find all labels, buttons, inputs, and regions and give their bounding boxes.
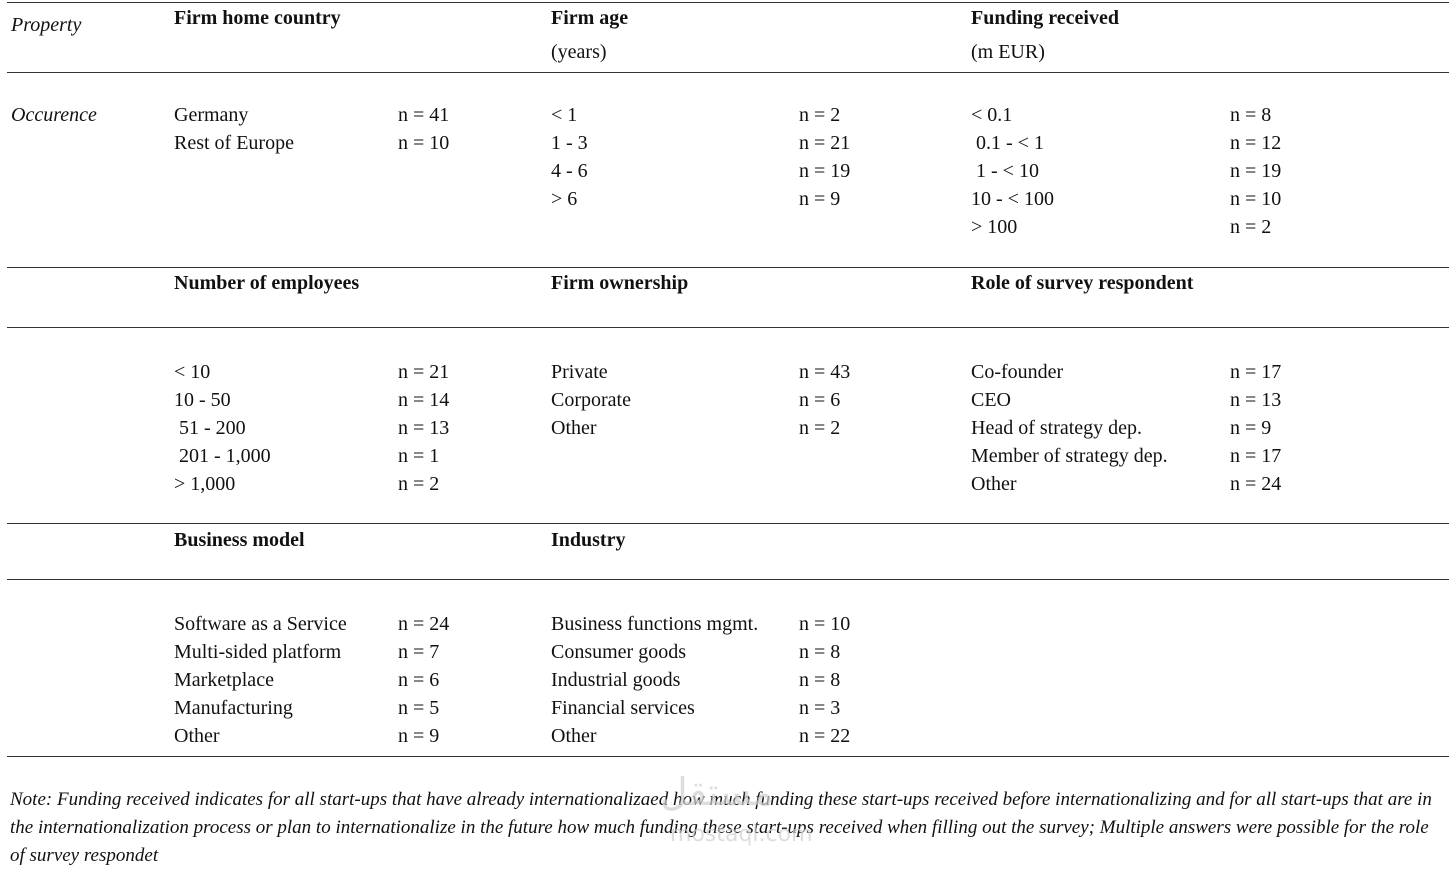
category-count: n = 10 xyxy=(398,132,450,154)
category-label: 4 - 6 xyxy=(551,160,588,182)
table-rule xyxy=(7,267,1449,268)
category-count: n = 21 xyxy=(398,361,450,383)
category-label: < 1 xyxy=(551,104,578,126)
category-count: n = 2 xyxy=(799,417,841,439)
category-label: Corporate xyxy=(551,389,631,411)
category-count: n = 6 xyxy=(799,389,841,411)
category-label: 201 - 1,000 xyxy=(174,445,271,467)
watermark-latin: mostaql.com xyxy=(670,822,813,847)
category-count: n = 7 xyxy=(398,641,440,663)
category-count: n = 2 xyxy=(1230,216,1272,238)
category-label: Marketplace xyxy=(174,669,274,691)
table-note: Note: Funding received indicates for all… xyxy=(10,789,1432,866)
category-label: > 6 xyxy=(551,188,578,210)
table-rule xyxy=(7,579,1449,580)
category-label: Other xyxy=(174,725,220,747)
category-count: n = 19 xyxy=(1230,160,1282,182)
row-label-occurence: Occurence xyxy=(11,104,97,126)
category-label: Head of strategy dep. xyxy=(971,417,1143,439)
category-count: n = 10 xyxy=(1230,188,1282,210)
category-label: Multi-sided platform xyxy=(174,641,342,663)
watermark-arabic: مستقل xyxy=(660,770,774,814)
category-label: 10 - 50 xyxy=(174,389,231,411)
column-title: Funding received xyxy=(971,7,1119,29)
table-bottom-rule xyxy=(7,756,1449,757)
mostaql-watermark: مستقل mostaql.com xyxy=(630,770,820,860)
category-label: < 0.1 xyxy=(971,104,1013,126)
category-count: n = 9 xyxy=(1230,417,1272,439)
column-subtitle: (m EUR) xyxy=(971,41,1045,63)
column-title: Number of employees xyxy=(174,272,360,294)
category-label: Other xyxy=(971,473,1017,495)
category-count: n = 43 xyxy=(799,361,851,383)
table-top-rule xyxy=(7,2,1449,3)
category-label: 1 - < 10 xyxy=(971,160,1039,182)
category-count: n = 24 xyxy=(1230,473,1282,495)
category-count: n = 1 xyxy=(398,445,440,467)
category-count: n = 17 xyxy=(1230,361,1282,383)
category-count: n = 12 xyxy=(1230,132,1282,154)
category-count: n = 13 xyxy=(1230,389,1282,411)
category-label: Rest of Europe xyxy=(174,132,294,154)
table-rule xyxy=(7,72,1449,73)
category-count: n = 2 xyxy=(799,104,841,126)
category-label: < 10 xyxy=(174,361,211,383)
category-label: 1 - 3 xyxy=(551,132,588,154)
column-title: Industry xyxy=(551,529,626,551)
category-count: n = 8 xyxy=(1230,104,1272,126)
category-label: Financial services xyxy=(551,697,695,719)
category-count: n = 13 xyxy=(398,417,450,439)
category-count: n = 24 xyxy=(398,613,450,635)
category-label: Manufacturing xyxy=(174,697,293,719)
row-label-property: Property xyxy=(11,14,82,36)
category-label: Industrial goods xyxy=(551,669,681,691)
category-label: 10 - < 100 xyxy=(971,188,1054,210)
category-count: n = 9 xyxy=(799,188,841,210)
category-count: n = 2 xyxy=(398,473,440,495)
category-count: n = 8 xyxy=(799,669,841,691)
category-count: n = 5 xyxy=(398,697,440,719)
column-title: Firm ownership xyxy=(551,272,689,294)
category-label: Consumer goods xyxy=(551,641,686,663)
category-label: Germany xyxy=(174,104,249,126)
column-title: Role of survey respondent xyxy=(971,272,1194,294)
category-label: > 1,000 xyxy=(174,473,236,495)
category-count: n = 6 xyxy=(398,669,440,691)
table-rule xyxy=(7,327,1449,328)
category-count: n = 14 xyxy=(398,389,450,411)
category-count: n = 17 xyxy=(1230,445,1282,467)
column-title: Firm age xyxy=(551,7,629,29)
category-label: Other xyxy=(551,417,597,439)
table-rule xyxy=(7,523,1449,524)
column-title: Firm home country xyxy=(174,7,341,29)
category-label: > 100 xyxy=(971,216,1018,238)
category-count: n = 9 xyxy=(398,725,440,747)
category-label: CEO xyxy=(971,389,1011,411)
category-count: n = 22 xyxy=(799,725,851,747)
column-title: Business model xyxy=(174,529,305,551)
category-count: n = 19 xyxy=(799,160,851,182)
category-count: n = 8 xyxy=(799,641,841,663)
column-subtitle: (years) xyxy=(551,41,607,63)
category-label: Business functions mgmt. xyxy=(551,613,759,635)
category-label: Co-founder xyxy=(971,361,1064,383)
category-label: Other xyxy=(551,725,597,747)
category-label: Member of strategy dep. xyxy=(971,445,1168,467)
category-label: 0.1 - < 1 xyxy=(971,132,1044,154)
category-label: 51 - 200 xyxy=(174,417,246,439)
category-count: n = 3 xyxy=(799,697,841,719)
category-count: n = 41 xyxy=(398,104,450,126)
category-label: Software as a Service xyxy=(174,613,347,635)
category-count: n = 21 xyxy=(799,132,851,154)
category-label: Private xyxy=(551,361,608,383)
category-count: n = 10 xyxy=(799,613,851,635)
